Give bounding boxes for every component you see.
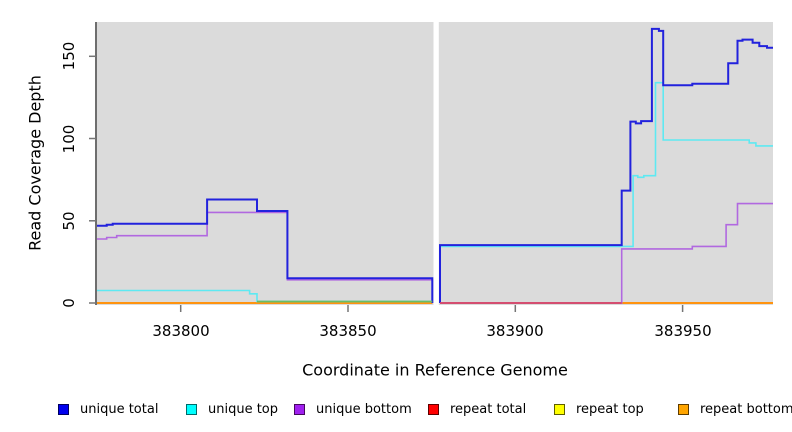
legend-swatch-icon (678, 403, 689, 415)
legend-swatch-icon (186, 403, 197, 415)
y-tick-label: 50 (60, 211, 78, 231)
coverage-gap-band (433, 21, 439, 305)
x-axis-title: Coordinate in Reference Genome (302, 360, 568, 380)
legend-label: repeat bottom (700, 401, 792, 417)
legend-item-repeat-top: repeat top (554, 399, 644, 419)
x-tick-label: 383800 (152, 322, 210, 340)
series-line-unique-total (439, 27, 773, 303)
series-line-unique-top (439, 81, 773, 303)
legend-item-repeat-bottom: repeat bottom (678, 399, 792, 419)
legend-swatch-icon (428, 403, 439, 415)
legend-item-unique-bottom: unique bottom (294, 399, 412, 419)
legend-label: repeat top (576, 401, 644, 417)
legend-swatch-icon (554, 403, 565, 415)
series-line-unique-bottom (97, 211, 434, 303)
legend-label: unique bottom (316, 401, 412, 417)
legend-label: repeat total (450, 401, 527, 417)
legend-swatch-icon (294, 403, 305, 415)
legend-item-unique-top: unique top (186, 399, 278, 419)
x-tick-label: 383850 (319, 322, 377, 340)
y-tick-label: 150 (60, 41, 78, 71)
legend-label: unique top (208, 401, 279, 417)
series-line-unique-total (97, 198, 434, 303)
legend-label: unique total (80, 401, 159, 417)
legend-item-unique-total: unique total (58, 399, 158, 419)
y-axis-title: Read Coverage Depth (25, 75, 45, 251)
legend-swatch-icon (58, 403, 69, 415)
y-tick-label: 0 (60, 298, 78, 308)
series-line-unique-bottom (440, 202, 773, 304)
x-tick-label: 383900 (486, 322, 544, 340)
legend-item-repeat-total: repeat total (428, 399, 526, 419)
y-tick-label: 100 (60, 124, 78, 154)
x-tick-label: 383950 (654, 322, 712, 340)
legend: unique total unique top unique bottom repea… (0, 399, 792, 421)
